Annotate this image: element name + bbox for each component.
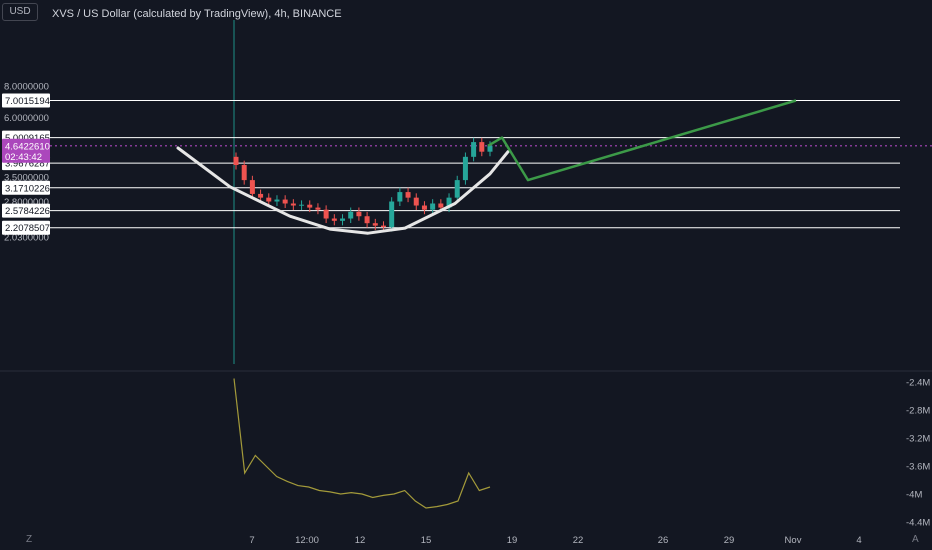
level-label-box xyxy=(2,203,50,218)
level-label: 5.0009165 xyxy=(5,133,50,144)
x-tick-label: 15 xyxy=(421,535,432,546)
candle-body xyxy=(241,164,247,181)
candle-body xyxy=(249,180,255,194)
candle-body xyxy=(471,142,477,157)
indicator-tick-label: -4M xyxy=(906,490,922,501)
candle-body xyxy=(413,197,419,206)
projection-path xyxy=(487,99,797,182)
candle-body xyxy=(405,192,411,198)
auto-scale-icon[interactable]: A xyxy=(912,534,919,545)
candle-body xyxy=(233,156,239,165)
candle-body xyxy=(290,203,296,206)
current-price-box xyxy=(2,138,50,163)
countdown-label: 02:43:42 xyxy=(5,152,42,163)
candle-body xyxy=(266,197,272,202)
candle-body xyxy=(462,156,468,181)
y-tick-label: 8.0000000 xyxy=(4,81,49,92)
x-tick-label: 19 xyxy=(507,535,518,546)
y-tick-label: 6.0000000 xyxy=(4,113,49,124)
candle-body xyxy=(389,201,395,228)
currency-button[interactable]: USD xyxy=(2,3,38,21)
candle-body xyxy=(356,211,362,217)
current-price-label: 4.6422610 xyxy=(5,141,50,152)
candle-body xyxy=(331,218,337,221)
level-label: 2.5784226 xyxy=(5,206,50,217)
x-tick-label: 12 xyxy=(355,535,366,546)
level-label: 7.0015194 xyxy=(5,96,50,107)
level-label-box xyxy=(2,180,50,195)
candle-body xyxy=(454,180,460,198)
candle-body xyxy=(438,203,444,208)
candle-body xyxy=(348,211,354,219)
candle-body xyxy=(364,216,370,224)
cup-curve xyxy=(176,146,510,235)
level-label: 3.1710226 xyxy=(5,183,50,194)
indicator-tick-label: -2.8M xyxy=(906,406,930,417)
level-label: 3.9676287 xyxy=(5,159,50,170)
y-tick-label: 2.8000000 xyxy=(4,197,49,208)
x-tick-label: Nov xyxy=(785,535,802,546)
timezone-icon[interactable]: Z xyxy=(26,534,33,545)
x-tick-label: 26 xyxy=(658,535,669,546)
candle-body xyxy=(299,204,305,206)
chart-title: XVS / US Dollar (calculated by TradingVi… xyxy=(52,8,342,20)
candle-body xyxy=(340,218,346,221)
candle-body xyxy=(479,142,485,152)
level-label-box xyxy=(2,93,50,108)
candle-body xyxy=(446,197,452,208)
indicator-tick-label: -3.6M xyxy=(906,462,930,473)
x-tick-label: 4 xyxy=(856,535,861,546)
indicator-tick-label: -3.2M xyxy=(906,434,930,445)
candle-body xyxy=(323,209,329,219)
candle-body xyxy=(487,145,493,152)
level-label-box xyxy=(2,220,50,235)
indicator-line xyxy=(233,378,491,509)
y-tick-label: 3.5000000 xyxy=(4,172,49,183)
x-tick-label: 29 xyxy=(724,535,735,546)
x-tick-label: 7 xyxy=(249,535,254,546)
candle-body xyxy=(258,193,264,198)
x-tick-label: 12:00 xyxy=(295,535,319,546)
candle-body xyxy=(274,199,280,202)
candle-body xyxy=(372,223,378,226)
candle-body xyxy=(380,225,386,228)
candle-body xyxy=(315,207,321,210)
x-tick-label: 22 xyxy=(573,535,584,546)
level-label: 2.2078507 xyxy=(5,223,50,234)
candle-body xyxy=(430,203,436,210)
candle-body xyxy=(421,205,427,210)
candle-body xyxy=(397,192,403,202)
indicator-tick-label: -2.4M xyxy=(906,378,930,389)
indicator-tick-label: -4.4M xyxy=(906,518,930,529)
candle-body xyxy=(307,204,313,208)
y-tick-label: 2.0300000 xyxy=(4,232,49,243)
candle-body xyxy=(282,199,288,204)
